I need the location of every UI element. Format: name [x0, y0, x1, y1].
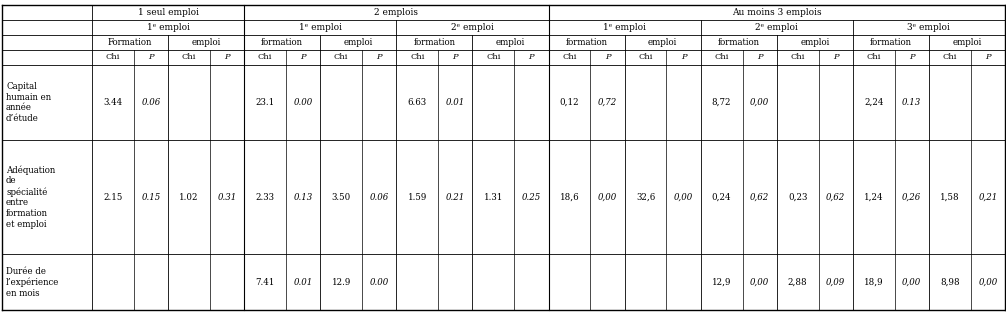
- Text: 23.1: 23.1: [256, 98, 275, 107]
- Text: P: P: [681, 53, 686, 61]
- Text: P: P: [985, 53, 991, 61]
- Text: formation: formation: [413, 38, 456, 47]
- Text: 0.13: 0.13: [294, 193, 313, 202]
- Text: 12,9: 12,9: [712, 278, 731, 287]
- Text: 0.15: 0.15: [142, 193, 161, 202]
- Text: 0,62: 0,62: [826, 193, 845, 202]
- Text: Chi: Chi: [106, 53, 120, 61]
- Text: 0,26: 0,26: [902, 193, 921, 202]
- Text: 0.25: 0.25: [522, 193, 541, 202]
- Text: 2,88: 2,88: [788, 278, 808, 287]
- Text: 0,12: 0,12: [559, 98, 579, 107]
- Text: 8,98: 8,98: [940, 278, 960, 287]
- Text: emploi: emploi: [953, 38, 982, 47]
- Text: Chi: Chi: [182, 53, 196, 61]
- Text: Chi: Chi: [714, 53, 728, 61]
- Text: 0,62: 0,62: [750, 193, 770, 202]
- Text: Chi: Chi: [562, 53, 576, 61]
- Text: 2.33: 2.33: [256, 193, 275, 202]
- Text: P: P: [148, 53, 154, 61]
- Text: P: P: [453, 53, 458, 61]
- Text: 6.63: 6.63: [407, 98, 427, 107]
- Text: Chi: Chi: [410, 53, 425, 61]
- Text: 1.31: 1.31: [484, 193, 503, 202]
- Text: P: P: [757, 53, 763, 61]
- Text: 0.00: 0.00: [369, 278, 389, 287]
- Text: P: P: [528, 53, 534, 61]
- Text: 1.02: 1.02: [179, 193, 199, 202]
- Text: 18,9: 18,9: [864, 278, 883, 287]
- Text: 0,24: 0,24: [712, 193, 731, 202]
- Text: 1.59: 1.59: [407, 193, 427, 202]
- Text: 0,09: 0,09: [826, 278, 845, 287]
- Text: 3.44: 3.44: [104, 98, 123, 107]
- Text: 12.9: 12.9: [332, 278, 351, 287]
- Text: Chi: Chi: [866, 53, 881, 61]
- Text: 8,72: 8,72: [712, 98, 731, 107]
- Text: formation: formation: [717, 38, 760, 47]
- Text: P: P: [376, 53, 382, 61]
- Text: 0.01: 0.01: [294, 278, 313, 287]
- Text: Chi: Chi: [258, 53, 273, 61]
- Text: Chi: Chi: [639, 53, 653, 61]
- Text: 7.41: 7.41: [256, 278, 275, 287]
- Text: 0,00: 0,00: [978, 278, 998, 287]
- Text: Chi: Chi: [943, 53, 957, 61]
- Text: P: P: [301, 53, 306, 61]
- Text: P: P: [833, 53, 839, 61]
- Text: P: P: [224, 53, 229, 61]
- Text: formation: formation: [870, 38, 911, 47]
- Text: 2,24: 2,24: [864, 98, 883, 107]
- Text: emploi: emploi: [344, 38, 373, 47]
- Text: emploi: emploi: [191, 38, 220, 47]
- Text: 1ᵉ emploi: 1ᵉ emploi: [299, 23, 342, 32]
- Text: 3.50: 3.50: [332, 193, 351, 202]
- Text: 0,21: 0,21: [978, 193, 998, 202]
- Text: 0,00: 0,00: [674, 193, 693, 202]
- Text: formation: formation: [565, 38, 608, 47]
- Text: 1,24: 1,24: [864, 193, 883, 202]
- Text: 0.06: 0.06: [369, 193, 389, 202]
- Text: 32,6: 32,6: [636, 193, 655, 202]
- Text: emploi: emploi: [648, 38, 677, 47]
- Text: 2.15: 2.15: [104, 193, 123, 202]
- Text: emploi: emploi: [800, 38, 829, 47]
- Text: 0,23: 0,23: [788, 193, 808, 202]
- Text: 1 seul emploi: 1 seul emploi: [138, 8, 198, 17]
- Text: 0.06: 0.06: [142, 98, 161, 107]
- Text: 0.01: 0.01: [446, 98, 465, 107]
- Text: 2ᵉ emploi: 2ᵉ emploi: [756, 23, 798, 32]
- Text: 0.31: 0.31: [217, 193, 236, 202]
- Text: 0,00: 0,00: [902, 278, 921, 287]
- Text: 2 emplois: 2 emplois: [374, 8, 418, 17]
- Text: Chi: Chi: [486, 53, 501, 61]
- Text: 1ᵉ emploi: 1ᵉ emploi: [603, 23, 646, 32]
- Text: Adéquation
de
spécialité
entre
formation
et emploi: Adéquation de spécialité entre formation…: [6, 165, 55, 229]
- Text: 0,72: 0,72: [598, 98, 617, 107]
- Text: 0.00: 0.00: [294, 98, 313, 107]
- Text: 1ᵉ emploi: 1ᵉ emploi: [147, 23, 189, 32]
- Text: 0,00: 0,00: [750, 278, 770, 287]
- Text: 0,00: 0,00: [598, 193, 617, 202]
- Text: Formation: Formation: [108, 38, 152, 47]
- Text: 0.21: 0.21: [446, 193, 465, 202]
- Text: emploi: emploi: [496, 38, 525, 47]
- Text: formation: formation: [262, 38, 303, 47]
- Text: Durée de
l’expérience
en mois: Durée de l’expérience en mois: [6, 266, 59, 298]
- Text: P: P: [605, 53, 611, 61]
- Text: 3ᵉ emploi: 3ᵉ emploi: [907, 23, 951, 32]
- Text: 2ᵉ emploi: 2ᵉ emploi: [451, 23, 494, 32]
- Text: Capital
humain en
année
d’étude: Capital humain en année d’étude: [6, 82, 51, 123]
- Text: Chi: Chi: [334, 53, 348, 61]
- Text: 1,58: 1,58: [940, 193, 960, 202]
- Text: P: P: [909, 53, 914, 61]
- Text: 18,6: 18,6: [559, 193, 579, 202]
- Text: Chi: Chi: [791, 53, 805, 61]
- Text: 0,00: 0,00: [750, 98, 770, 107]
- Text: 0.13: 0.13: [902, 98, 921, 107]
- Text: Au moins 3 emplois: Au moins 3 emplois: [732, 8, 822, 17]
